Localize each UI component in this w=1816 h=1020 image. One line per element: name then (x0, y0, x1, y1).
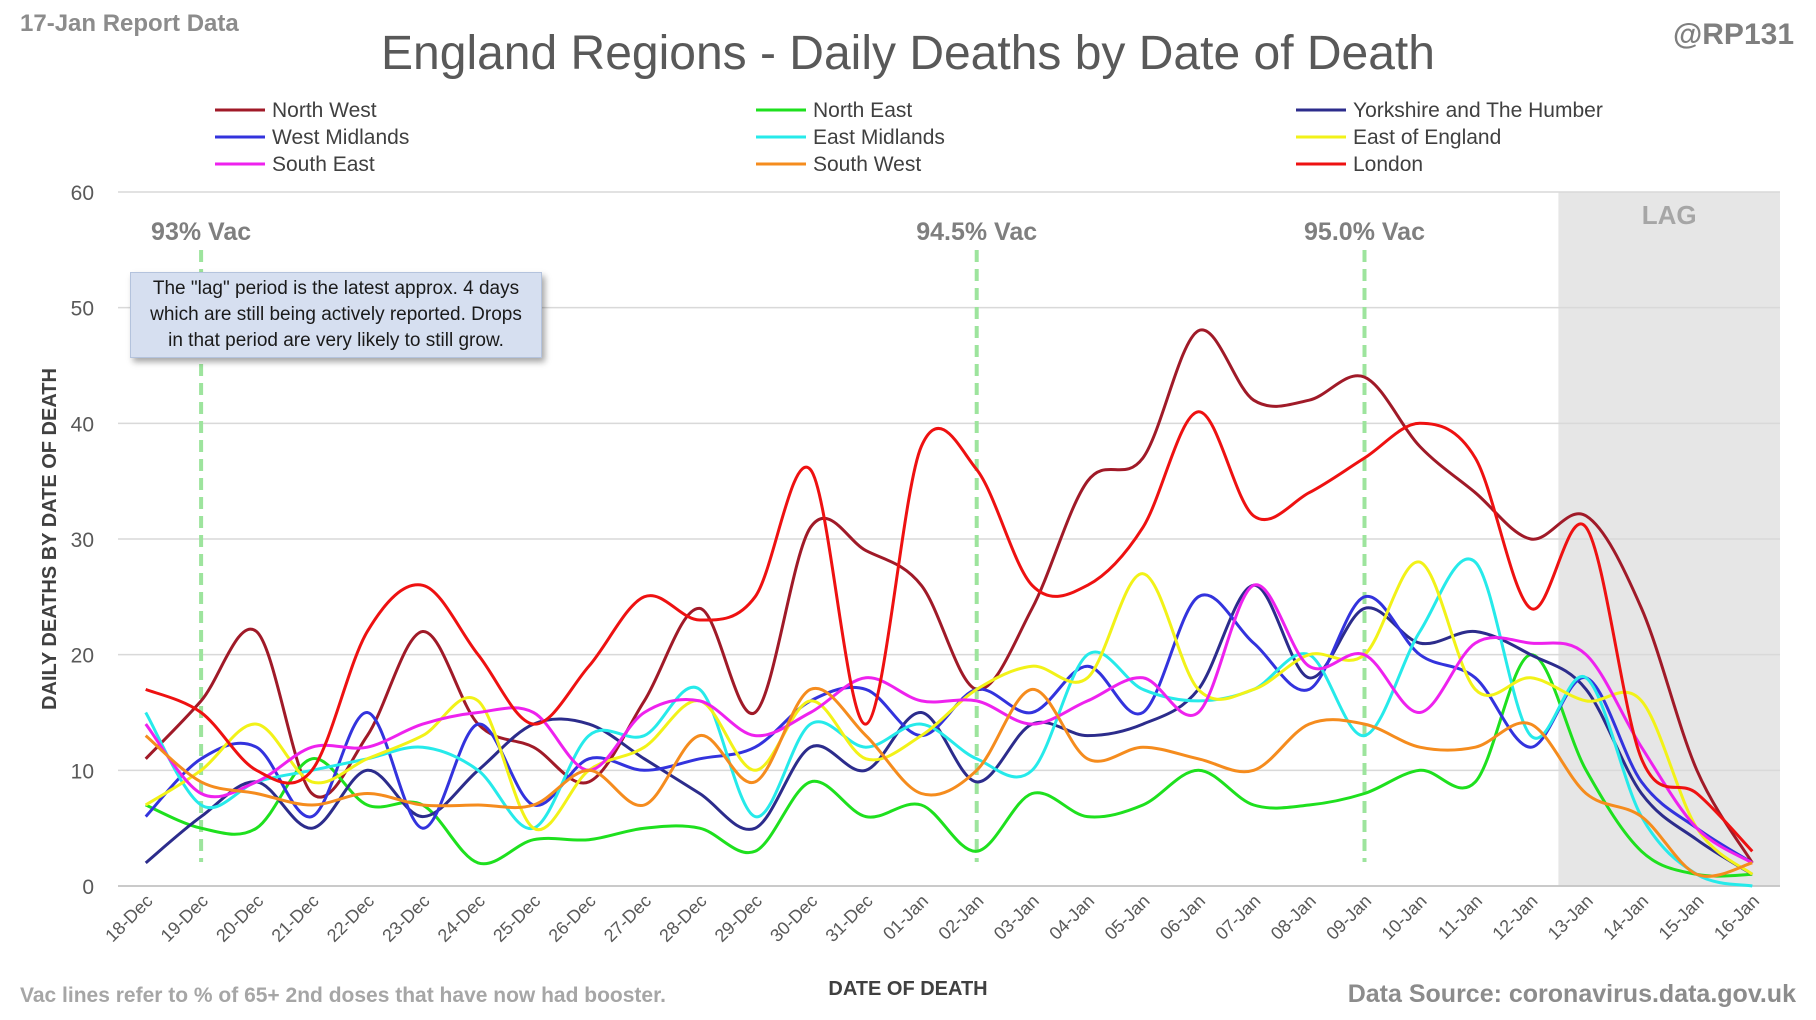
y-tick-label: 30 (71, 529, 94, 552)
legend-label-north-west: North West (272, 99, 377, 122)
x-tick-label: 28-Dec (655, 891, 710, 946)
legend-label-east-of-england: East of England (1353, 126, 1501, 149)
legend-label-east-midlands: East Midlands (813, 126, 945, 149)
x-tick-label: 04-Jan (1045, 891, 1098, 944)
x-tick-label: 31-Dec (822, 891, 877, 946)
x-tick-label: 07-Jan (1211, 891, 1264, 944)
x-tick-label: 05-Jan (1101, 891, 1154, 944)
author-handle: @RP131 (1673, 18, 1794, 51)
x-tick-label: 26-Dec (545, 891, 600, 946)
vac-footnote: Vac lines refer to % of 65+ 2nd doses th… (20, 984, 666, 1007)
x-tick-label: 18-Dec (101, 891, 156, 946)
x-tick-label: 15-Jan (1655, 891, 1708, 944)
x-tick-label: 20-Dec (212, 891, 267, 946)
legend-label-london: London (1353, 153, 1423, 176)
x-tick-label: 11-Jan (1434, 891, 1486, 943)
x-tick-label: 22-Dec (323, 891, 378, 946)
vac-marker-label: 95.0% Vac (1304, 218, 1425, 246)
legend-label-yorkshire-and-the-humber: Yorkshire and The Humber (1353, 99, 1603, 122)
x-tick-label: 09-Jan (1322, 891, 1375, 944)
x-tick-label: 16-Jan (1710, 891, 1763, 944)
y-tick-label: 50 (71, 298, 94, 321)
x-tick-label: 06-Jan (1156, 891, 1209, 944)
legend-label-north-east: North East (813, 99, 912, 122)
y-axis-title: DAILY DEATHS BY DATE OF DEATH (39, 368, 61, 710)
x-axis-title: DATE OF DEATH (828, 978, 987, 1000)
x-tick-label: 01-Jan (879, 891, 932, 944)
x-tick-label: 03-Jan (990, 891, 1043, 944)
x-tick-label: 27-Dec (600, 891, 655, 946)
series-line-east-midlands (144, 557, 1753, 888)
legend-label-south-west: South West (813, 153, 921, 176)
x-tick-label: 14-Jan (1599, 891, 1652, 944)
report-date-label: 17-Jan Report Data (20, 10, 239, 37)
x-tick-label: 08-Jan (1267, 891, 1320, 944)
lag-callout: The "lag" period is the latest approx. 4… (130, 272, 542, 358)
vac-marker-label: 93% Vac (151, 218, 251, 246)
legend-label-south-east: South East (272, 153, 375, 176)
series-line-north-west (144, 328, 1754, 864)
series-line-south-west (144, 686, 1753, 878)
y-tick-label: 40 (71, 413, 94, 436)
series-line-south-east (144, 583, 1754, 865)
y-tick-label: 60 (71, 182, 94, 205)
x-tick-label: 24-Dec (434, 891, 489, 946)
x-tick-label: 13-Jan (1544, 891, 1597, 944)
x-tick-label: 10-Jan (1378, 891, 1431, 944)
x-tick-label: 30-Dec (766, 891, 821, 946)
x-tick-label: 29-Dec (711, 891, 766, 946)
x-tick-label: 02-Jan (934, 891, 987, 944)
chart-title: England Regions - Daily Deaths by Date o… (381, 27, 1435, 80)
series-line-london (145, 410, 1754, 853)
x-tick-label: 19-Dec (157, 891, 212, 946)
y-tick-label: 10 (71, 760, 94, 783)
x-tick-label: 21-Dec (268, 891, 323, 946)
legend-label-west-midlands: West Midlands (272, 126, 409, 149)
data-source: Data Source: coronavirus.data.gov.uk (1347, 980, 1796, 1008)
lag-label: LAG (1642, 200, 1697, 230)
vac-marker-label: 94.5% Vac (916, 218, 1037, 246)
x-tick-label: 25-Dec (489, 891, 544, 946)
x-tick-label: 12-Jan (1488, 891, 1541, 944)
series-line-west-midlands (144, 593, 1754, 865)
y-tick-label: 20 (71, 645, 94, 668)
series-line-east-of-england (144, 560, 1754, 876)
series-line-yorkshire-and-the-humber (144, 583, 1754, 876)
x-tick-label: 23-Dec (378, 891, 433, 946)
y-tick-label: 0 (82, 876, 94, 899)
